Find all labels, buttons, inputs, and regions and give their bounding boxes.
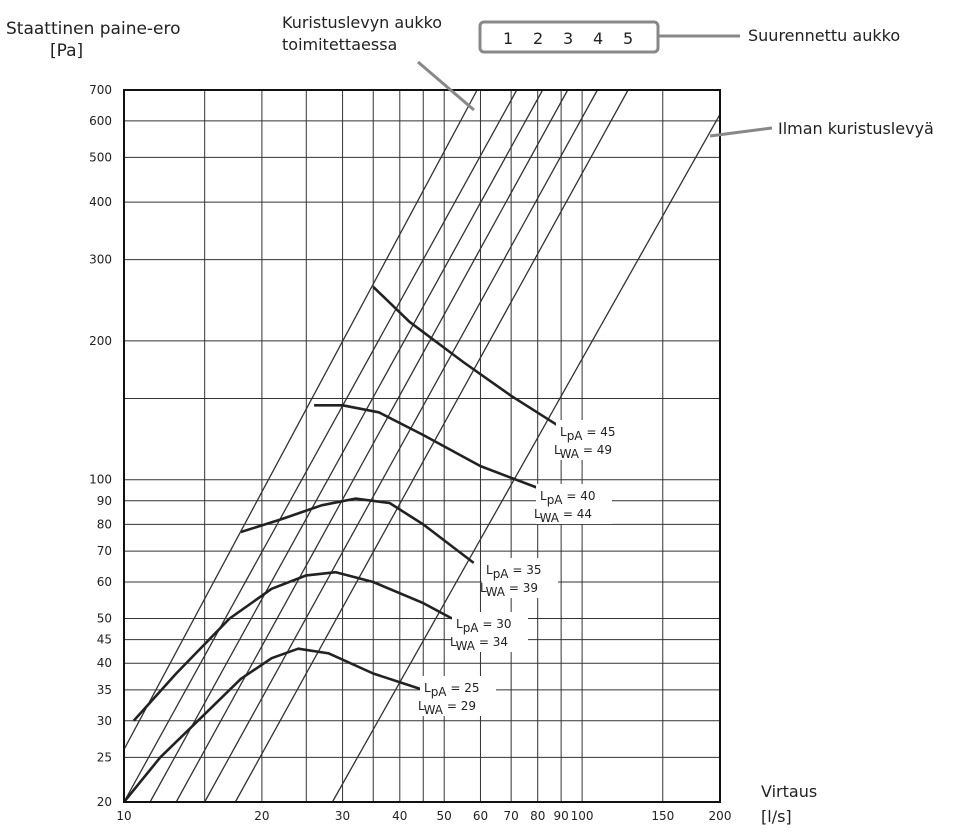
y-axis-title-line1: Staattinen paine-ero — [6, 19, 181, 39]
y-tick-labels: 20 25 30 35 40 45 50 60 70 80 90 100 200 300 400 500 600… — [89, 83, 112, 809]
x-tick-labels: 10 20 30 40 50 60 70 80 90 100 150 200 — [116, 809, 731, 823]
y-tick-label: 90 — [97, 494, 112, 508]
series-label-bg — [420, 676, 496, 716]
series-label-lpa: LpA = 35 — [486, 563, 541, 581]
damper-line-0 — [123, 89, 478, 750]
series-label-lpa: LpA = 45 — [560, 425, 615, 443]
y-tick-label: 45 — [97, 633, 112, 647]
sound-level-curve-0 — [122, 647, 424, 803]
x-axis-unit: [l/s] — [761, 807, 792, 826]
series-label-lwa: LWA = 34 — [450, 635, 508, 653]
y-tick-label: 100 — [89, 473, 112, 487]
y-tick-label: 35 — [97, 683, 112, 697]
y-tick-label: 200 — [89, 334, 112, 348]
y-tick-label: 60 — [97, 575, 112, 589]
damper-line-5 — [234, 89, 629, 803]
opening-number-4: 4 — [593, 29, 603, 48]
y-tick-label: 700 — [89, 83, 112, 97]
y-tick-label: 25 — [97, 750, 112, 764]
series-label-lwa: LWA = 29 — [418, 699, 476, 717]
annotation-supplied-opening: Kuristuslevyn aukko toimitettaessa — [282, 13, 475, 112]
sound-level-curve-1 — [132, 570, 453, 722]
annotation-supplied-opening-line2: toimitettaessa — [282, 35, 397, 54]
y-tick-label: 600 — [89, 114, 112, 128]
x-axis-title-line1: Virtaus — [761, 782, 817, 801]
y-axis-title: Staattinen paine-ero [Pa] — [6, 18, 181, 62]
annotation-supplied-opening-line1: Kuristuslevyn aukko — [282, 13, 442, 32]
y-tick-label: 80 — [97, 517, 112, 531]
series-label-bg — [556, 420, 632, 460]
damper-line-3 — [175, 89, 569, 803]
x-tick-label: 40 — [392, 809, 407, 823]
opening-number-3: 3 — [563, 29, 573, 48]
y-tick-label: 50 — [97, 612, 112, 626]
series-label-bg — [536, 484, 612, 524]
y-tick-label: 20 — [97, 795, 112, 809]
x-axis-title: Virtaus [l/s] — [761, 782, 817, 826]
opening-number-1: 1 — [503, 29, 513, 48]
annotation-without-plate-label: Ilman kuristuslevyä — [778, 119, 934, 138]
sound-level-curve-3 — [314, 403, 539, 490]
annotation-opening-numbers: 1 2 3 4 5 Suurennettu aukko — [478, 20, 900, 54]
series-label-lpa: LpA = 40 — [540, 489, 595, 507]
damper-line-6 — [331, 113, 721, 803]
series-label-lwa: LWA = 49 — [554, 443, 612, 461]
series-label-lwa: LWA = 44 — [534, 507, 592, 525]
annotation-without-plate: Ilman kuristuslevyä — [709, 119, 934, 138]
opening-number-5: 5 — [623, 29, 633, 48]
opening-number-2: 2 — [533, 29, 543, 48]
x-tick-label: 100 — [571, 809, 594, 823]
damper-line-4 — [204, 89, 598, 803]
x-tick-label: 20 — [254, 809, 269, 823]
y-axis-unit: [Pa] — [50, 41, 84, 61]
y-tick-label: 40 — [97, 656, 112, 670]
x-tick-label: 150 — [651, 809, 674, 823]
series-label-bg — [482, 558, 558, 598]
y-tick-label: 30 — [97, 714, 112, 728]
plot-frame — [123, 89, 721, 803]
x-tick-label: 60 — [473, 809, 488, 823]
x-tick-label: 70 — [503, 809, 518, 823]
damper-line-1 — [123, 89, 518, 803]
y-tick-label: 400 — [89, 195, 112, 209]
x-tick-label: 50 — [437, 809, 452, 823]
y-tick-label: 500 — [89, 150, 112, 164]
damper-line-2 — [149, 89, 544, 803]
annotation-enlarged-opening: Suurennettu aukko — [748, 26, 900, 45]
annotation-pointer-without-plate — [709, 126, 773, 138]
x-tick-label: 10 — [116, 809, 131, 823]
x-tick-label: 30 — [335, 809, 350, 823]
sound-level-curve-4 — [372, 285, 567, 432]
series-label-bg — [452, 612, 528, 652]
series-label-lwa: LWA = 39 — [480, 581, 538, 599]
annotation-pointer-supplied — [417, 60, 475, 112]
x-tick-label: 90 — [553, 809, 568, 823]
damper-lines — [123, 89, 721, 803]
sound-level-curve-2 — [240, 497, 475, 564]
y-tick-label: 70 — [97, 544, 112, 558]
series-label-lpa: LpA = 25 — [424, 681, 479, 699]
sound-level-curves — [122, 285, 567, 803]
x-tick-label: 80 — [530, 809, 545, 823]
y-tick-label: 300 — [89, 253, 112, 267]
x-tick-label: 200 — [709, 809, 732, 823]
series-label-lpa: LpA = 30 — [456, 617, 511, 635]
